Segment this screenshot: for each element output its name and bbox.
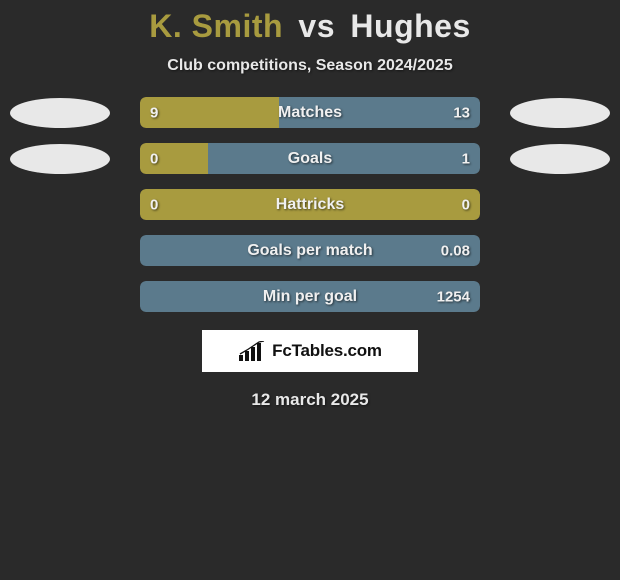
player-right-name: Hughes bbox=[350, 8, 470, 44]
comparison-date: 12 march 2025 bbox=[0, 390, 620, 410]
stat-bar: Goals per match 0.08 bbox=[140, 235, 480, 266]
comparison-title: K. Smith vs Hughes bbox=[0, 8, 620, 45]
vs-label: vs bbox=[298, 8, 335, 44]
team-badge-right bbox=[510, 144, 610, 174]
stat-row: Goals per match 0.08 bbox=[0, 235, 620, 266]
stat-row: 0 Goals 1 bbox=[0, 143, 620, 174]
stat-value-left: 0 bbox=[150, 196, 158, 213]
stat-value-right: 0 bbox=[462, 196, 470, 213]
stat-value-left: 9 bbox=[150, 104, 158, 121]
stat-label: Goals bbox=[288, 150, 332, 168]
team-badge-left bbox=[10, 98, 110, 128]
stat-value-right: 1254 bbox=[437, 288, 470, 305]
stat-label: Goals per match bbox=[247, 242, 372, 260]
stat-value-right: 13 bbox=[453, 104, 470, 121]
stat-label: Min per goal bbox=[263, 288, 357, 306]
player-comparison-card: K. Smith vs Hughes Club competitions, Se… bbox=[0, 0, 620, 410]
team-badge-right bbox=[510, 98, 610, 128]
stat-value-right: 0.08 bbox=[441, 242, 470, 259]
player-left-name: K. Smith bbox=[149, 8, 283, 44]
bar-chart-icon bbox=[238, 341, 266, 361]
stat-value-right: 1 bbox=[462, 150, 470, 167]
team-badge-left bbox=[10, 144, 110, 174]
brand-watermark: FcTables.com bbox=[202, 330, 418, 372]
stat-bar: 9 Matches 13 bbox=[140, 97, 480, 128]
stat-row: 0 Hattricks 0 bbox=[0, 189, 620, 220]
stat-bar: 0 Hattricks 0 bbox=[140, 189, 480, 220]
stat-bar: Min per goal 1254 bbox=[140, 281, 480, 312]
stat-value-left: 0 bbox=[150, 150, 158, 167]
stat-bar: 0 Goals 1 bbox=[140, 143, 480, 174]
stat-row: Min per goal 1254 bbox=[0, 281, 620, 312]
stat-label: Matches bbox=[278, 104, 342, 122]
stat-rows: 9 Matches 13 0 Goals 1 0 Hattricks 0 Goals per ma… bbox=[0, 97, 620, 312]
brand-text: FcTables.com bbox=[272, 341, 382, 361]
comparison-subtitle: Club competitions, Season 2024/2025 bbox=[0, 57, 620, 75]
stat-row: 9 Matches 13 bbox=[0, 97, 620, 128]
stat-label: Hattricks bbox=[276, 196, 344, 214]
bar-segment-right bbox=[208, 143, 480, 174]
bar-segment-left bbox=[140, 97, 279, 128]
